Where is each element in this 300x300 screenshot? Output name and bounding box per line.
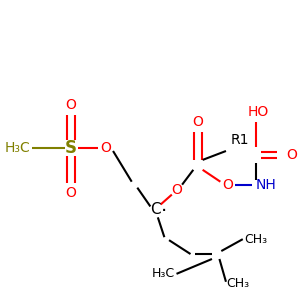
Text: O: O [100, 141, 111, 155]
Text: H₃C: H₃C [4, 141, 30, 155]
Text: CH₃: CH₃ [226, 277, 249, 290]
Text: CH₃: CH₃ [244, 233, 268, 246]
Text: O: O [66, 186, 76, 200]
Text: O: O [222, 178, 233, 192]
Text: S: S [65, 139, 77, 157]
Text: ·: · [161, 202, 167, 221]
Text: O: O [193, 115, 203, 129]
Text: C: C [150, 202, 160, 217]
Text: O: O [66, 98, 76, 112]
Text: O: O [286, 148, 298, 162]
Text: H₃C: H₃C [152, 267, 175, 280]
Text: O: O [171, 183, 182, 196]
Text: R1: R1 [231, 133, 249, 147]
Text: NH: NH [256, 178, 277, 192]
Text: HO: HO [248, 105, 269, 119]
